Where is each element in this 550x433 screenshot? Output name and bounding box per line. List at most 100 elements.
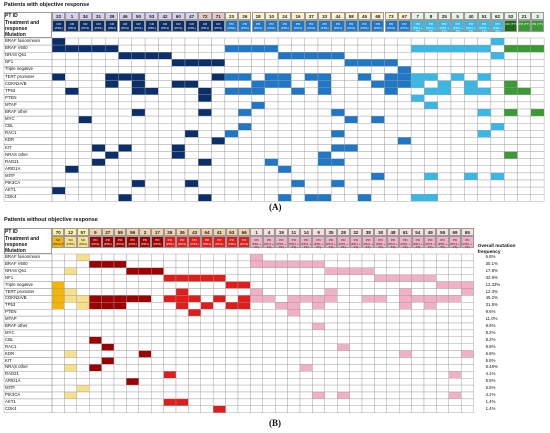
mutation-cell [504, 130, 518, 138]
mutation-cell [331, 158, 345, 166]
mutation-cell [126, 295, 140, 303]
mutation-cell [337, 315, 350, 324]
frequency-value: 6.8% [485, 350, 496, 356]
mutation-cell [397, 130, 412, 138]
mutation-cell [104, 37, 119, 46]
mutation-cell [171, 115, 186, 124]
mutation-cell [64, 336, 78, 344]
patient-id: 17 [151, 228, 164, 236]
mutation-cell [126, 302, 140, 310]
mutation-cell [410, 59, 425, 67]
mutation-cell [450, 101, 465, 110]
mutation-cell [504, 101, 518, 110]
mutation-cell [138, 315, 152, 324]
mutation-cell [65, 186, 79, 195]
mutation-cell [386, 267, 400, 275]
mutation-cell [262, 371, 276, 379]
mutation-cell [477, 130, 492, 138]
mutation-cell [291, 193, 305, 202]
mutation-cell [291, 66, 305, 74]
patient-id: 40 [464, 12, 478, 20]
mutation-cell [337, 274, 350, 282]
mutation-cell [175, 253, 189, 262]
mutation-cell [175, 336, 189, 344]
mutation-cell [150, 302, 164, 310]
mutation-cell [118, 73, 133, 81]
mutation-cell [175, 398, 189, 406]
mutation-cell [225, 274, 239, 282]
mutation-cell [423, 253, 437, 262]
mutation-cell [171, 186, 186, 195]
mutation-cell [312, 336, 325, 344]
mutation-cell [126, 405, 140, 413]
mutation-cell [188, 288, 201, 296]
mutation-cell [51, 59, 66, 67]
mutation-cell [184, 94, 199, 103]
mutation-cell [337, 302, 350, 310]
mutation-cell [171, 130, 186, 138]
mutation-cell [448, 253, 462, 262]
mutation-cell [200, 288, 214, 296]
frequency-value: 9.6% [485, 323, 496, 328]
mutation-cell [198, 186, 212, 195]
mutation-cell [424, 115, 438, 124]
mutation-cell [437, 130, 452, 138]
mutation-cell [158, 144, 172, 152]
mutation-cell [118, 165, 133, 174]
patient-id: 10 [264, 12, 279, 20]
mutation-cell [91, 144, 106, 152]
mutation-cell [88, 281, 102, 289]
mutation-cell [171, 80, 186, 88]
mutation-cell [158, 115, 172, 124]
mutation-cell [384, 158, 399, 166]
mutation-cell [188, 281, 201, 289]
mutation-cell [275, 302, 288, 310]
mutation-cell [212, 288, 226, 296]
mutation-cell [299, 253, 313, 262]
mutation-cell [251, 151, 266, 159]
mutation-cell [144, 44, 159, 53]
mutation-cell [113, 384, 127, 393]
mutation-cell [91, 101, 106, 110]
response-cell: PR (PD1) [344, 20, 358, 32]
mutation-cell [324, 391, 338, 400]
mutation-cell [212, 302, 226, 310]
mutation-cell [175, 288, 189, 296]
mutation-cell [410, 179, 425, 188]
mutation-cell [324, 267, 338, 275]
mutation-cell [51, 329, 65, 338]
mutation-cell [158, 59, 172, 67]
mutation-cell [317, 137, 332, 145]
pt-id-label: PT ID [5, 229, 18, 235]
gene-label: CBL [5, 123, 14, 129]
mutation-cell [374, 343, 387, 351]
mutation-cell [188, 405, 201, 413]
mutation-cell [262, 253, 276, 262]
mutation-cell [324, 281, 338, 289]
gene-label: BRAF fusion/ream [5, 254, 41, 259]
mutation-cell [188, 253, 201, 262]
mutation-cell [51, 343, 65, 351]
mutation-cell [184, 158, 199, 166]
mutation-cell [384, 51, 399, 60]
mutation-cell [344, 73, 359, 81]
mutation-cell [399, 377, 412, 386]
mutation-cell [349, 329, 363, 338]
mutation-cell [504, 151, 518, 159]
gene-label: ARID1A [5, 165, 21, 171]
mutation-cell [291, 158, 305, 166]
mutation-cell [461, 371, 474, 379]
mutation-cell [144, 115, 159, 124]
mutation-cell [361, 329, 375, 338]
mutation-cell [275, 281, 288, 289]
mutation-cell [344, 51, 359, 60]
mutation-cell [237, 151, 252, 159]
mutation-cell [237, 260, 251, 269]
mutation-cell [101, 384, 115, 393]
mutation-cell [399, 253, 412, 262]
mutation-cell [477, 193, 492, 202]
mutation-cell [344, 87, 359, 96]
mutation-cell [410, 130, 425, 138]
patient-id: 60 [171, 12, 185, 20]
mutation-cell [65, 122, 79, 131]
